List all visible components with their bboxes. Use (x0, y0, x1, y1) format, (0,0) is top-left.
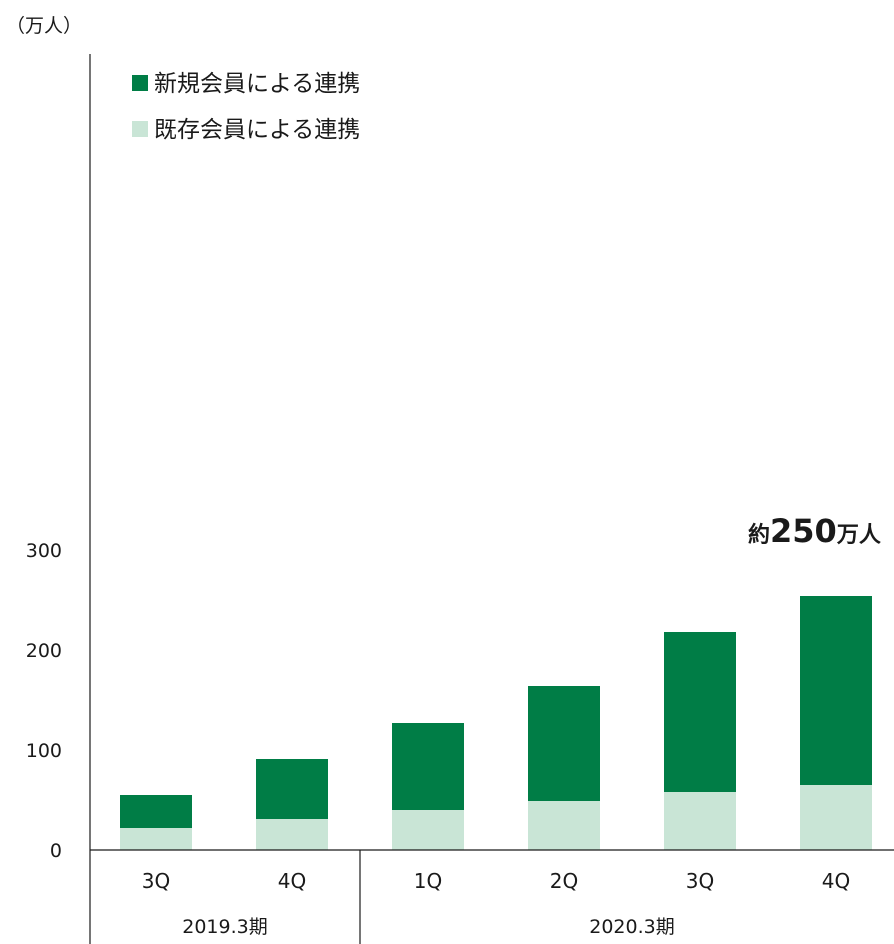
y-tick-label: 300 (26, 540, 62, 562)
legend: 新規会員による連携 既存会員による連携 (132, 71, 360, 143)
bar-segment (256, 819, 328, 850)
y-tick-label: 0 (50, 840, 62, 862)
legend-swatch-existing-members (132, 121, 148, 137)
y-tick-label: 100 (26, 740, 62, 762)
legend-label-new-members: 新規会員による連携 (154, 71, 360, 97)
legend-swatch-new-members (132, 75, 148, 91)
bar-segment (664, 632, 736, 792)
unit-label: （万人） (6, 15, 82, 37)
x-tick-label: 3Q (142, 869, 170, 893)
callout-value: 250 (770, 512, 837, 550)
x-tick-label: 3Q (686, 869, 714, 893)
callout-suffix: 万人 (836, 523, 881, 548)
y-tick-label: 200 (26, 640, 62, 662)
bar-segment (800, 596, 872, 785)
bar-segment (256, 759, 328, 819)
x-tick-label: 4Q (278, 869, 306, 893)
period-labels: 2019.3期 2020.3期 (182, 916, 674, 938)
legend-label-existing-members: 既存会員による連携 (154, 117, 360, 143)
bars (120, 596, 872, 850)
callout-prefix: 約 (748, 522, 770, 548)
bar-segment (120, 795, 192, 828)
y-axis-ticks: 0 100 200 300 (26, 540, 62, 862)
bar-segment (120, 828, 192, 850)
x-tick-label: 4Q (822, 869, 850, 893)
x-tick-label: 2Q (550, 869, 578, 893)
bar-segment (528, 686, 600, 801)
period-label-2020: 2020.3期 (589, 916, 674, 938)
bar-segment (392, 723, 464, 810)
total-callout: 約250万人 (748, 512, 881, 550)
period-label-2019: 2019.3期 (182, 916, 267, 938)
bar-segment (664, 792, 736, 850)
bar-segment (392, 810, 464, 850)
x-tick-label: 1Q (414, 869, 442, 893)
bar-segment (800, 785, 872, 850)
x-axis-labels: 3Q 4Q 1Q 2Q 3Q 4Q (142, 869, 850, 893)
bar-segment (528, 801, 600, 850)
